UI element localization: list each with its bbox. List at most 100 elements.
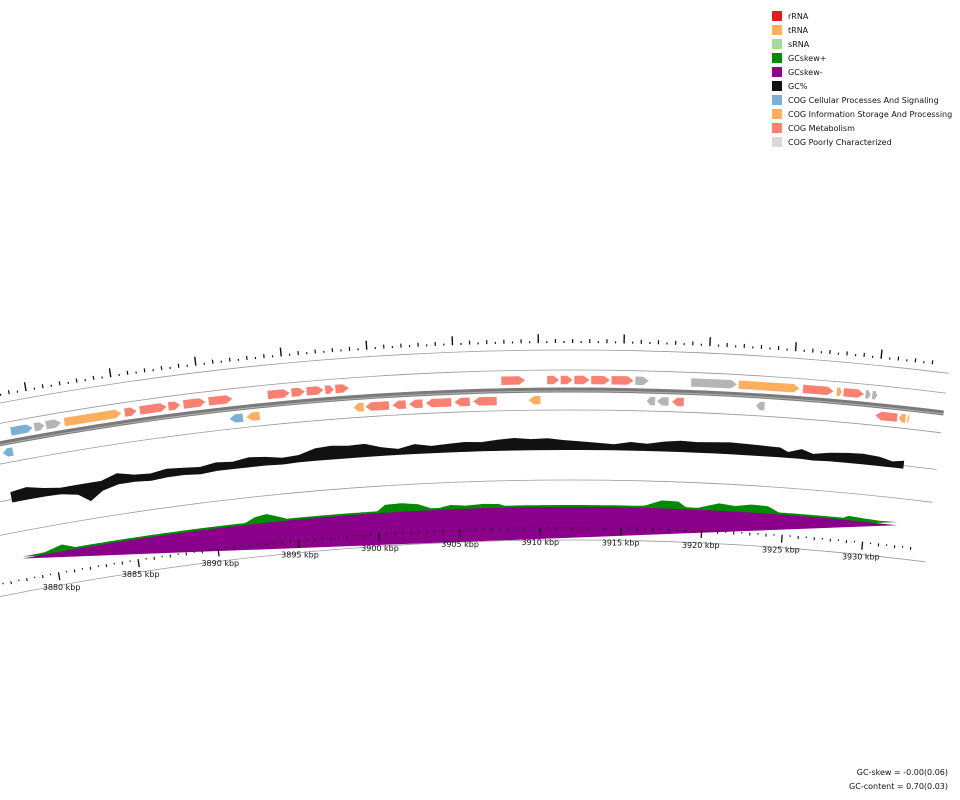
outer-tick (279, 347, 282, 357)
gene-arrow (124, 407, 137, 417)
gene-arrow (208, 395, 233, 406)
gene-track (3, 375, 910, 457)
legend-item-gc-percent: GC% (772, 79, 952, 93)
legend-label: COG Poorly Characterized (788, 137, 892, 147)
outer-tick (23, 382, 27, 392)
legend-label: COG Metabolism (788, 123, 855, 133)
axis-tick-label: 3915 kbp (602, 538, 640, 547)
axis-tick (861, 541, 864, 550)
gene-arrow (898, 414, 906, 423)
outer-tick (177, 363, 180, 368)
legend-item-cog-metabolism: COG Metabolism (772, 121, 952, 135)
legend-item-cog-cellular: COG Cellular Processes And Signaling (772, 93, 952, 107)
legend-item-trna: tRNA (772, 23, 952, 37)
outer-tick (75, 378, 78, 383)
axis-tick-label: 3910 kbp (521, 538, 559, 547)
legend-swatch (772, 25, 782, 35)
guide-line (0, 539, 926, 598)
guide-line (0, 409, 942, 465)
gc-content-area (10, 438, 905, 503)
gene-arrow (365, 401, 390, 411)
axis-tick-label: 3890 kbp (201, 559, 239, 568)
axis-tick (26, 578, 28, 582)
legend-label: tRNA (788, 25, 809, 35)
legend-label: GCskew+ (788, 53, 827, 63)
axis-tick-label: 3880 kbp (43, 583, 81, 592)
legend-item-cog-information: COG Information Storage And Processing (772, 107, 952, 121)
legend-label: rRNA (788, 11, 809, 21)
gene-arrow (656, 397, 669, 406)
guide-line (0, 369, 947, 424)
gene-arrow (63, 409, 122, 427)
gene-arrow (291, 387, 305, 397)
axis-tick-label: 3900 kbp (361, 544, 399, 553)
axis-tick (41, 575, 44, 579)
gene-arrow (246, 411, 261, 421)
gene-arrow (267, 389, 290, 400)
legend-swatch (772, 95, 782, 105)
legend-label: GCskew- (788, 67, 823, 77)
backbone-ring (0, 387, 944, 447)
gene-arrow (672, 397, 684, 407)
gc-content-track (10, 438, 905, 503)
gene-arrow (306, 386, 324, 396)
legend-label: COG Cellular Processes And Signaling (788, 95, 939, 105)
position-ticks (0, 334, 934, 396)
outer-tick (126, 370, 129, 375)
legend-swatch (772, 137, 782, 147)
axis-tick (378, 533, 380, 542)
gene-arrow (229, 413, 244, 423)
gene-arrow (875, 411, 898, 422)
axis-tick-label: 3920 kbp (682, 541, 720, 550)
gene-arrow (454, 397, 470, 407)
gene-arrow (426, 398, 452, 408)
outer-tick (7, 390, 10, 395)
gc-content-stat: GC-content = 0.70(0.03) (849, 782, 948, 791)
gene-arrow (392, 400, 406, 409)
outer-tick (58, 381, 61, 386)
gene-arrow (574, 375, 590, 385)
gene-arrow (646, 396, 656, 406)
gene-arrow (738, 380, 800, 393)
outer-tick (794, 342, 797, 352)
outer-tick (143, 368, 146, 373)
outer-tick (160, 365, 163, 371)
legend-item-gcskew-minus: GCskew- (772, 65, 952, 79)
gene-arrow (167, 401, 181, 411)
gene-arrow (33, 422, 45, 432)
legend-item-srna: sRNA (772, 37, 952, 51)
axis-tick (57, 572, 61, 581)
outer-tick (194, 356, 197, 366)
axis-tick (780, 534, 783, 543)
gene-arrow (756, 401, 765, 411)
gene-arrow (139, 403, 167, 415)
axis-tick-label: 3895 kbp (281, 551, 319, 560)
gene-arrow (409, 399, 423, 409)
legend-swatch (772, 109, 782, 119)
legend-item-cog-poorly: COG Poorly Characterized (772, 135, 952, 149)
legend-item-gcskew-plus: GCskew+ (772, 51, 952, 65)
axis-tick (137, 559, 140, 568)
gene-arrow (836, 387, 842, 397)
gene-arrow (501, 376, 526, 385)
legend-label: COG Information Storage And Processing (788, 109, 953, 119)
axis-tick-label: 3885 kbp (122, 570, 160, 579)
kbp-axis: 3880 kbp 3885 kbp 3890 kbp 3895 kbp 3900 kbp… (2, 527, 912, 592)
gene-arrow (591, 375, 610, 385)
gene-arrow (843, 388, 864, 398)
legend-label: GC% (788, 81, 808, 91)
axis-tick (10, 581, 12, 585)
legend-label: sRNA (788, 39, 810, 49)
gene-arrow (45, 419, 61, 430)
legend-swatch (772, 39, 782, 49)
axis-tick-label: 3905 kbp (441, 540, 479, 549)
gene-arrow (907, 414, 910, 424)
axis-tick-label: 3925 kbp (762, 546, 800, 555)
genome-stats: GC-skew = -0.00(0.06) GC-content = 0.70(… (849, 766, 948, 794)
outer-tick (41, 384, 44, 389)
axis-tick (297, 539, 300, 548)
gene-arrow (871, 390, 878, 400)
gene-arrow (3, 447, 14, 457)
legend-swatch (772, 53, 782, 63)
